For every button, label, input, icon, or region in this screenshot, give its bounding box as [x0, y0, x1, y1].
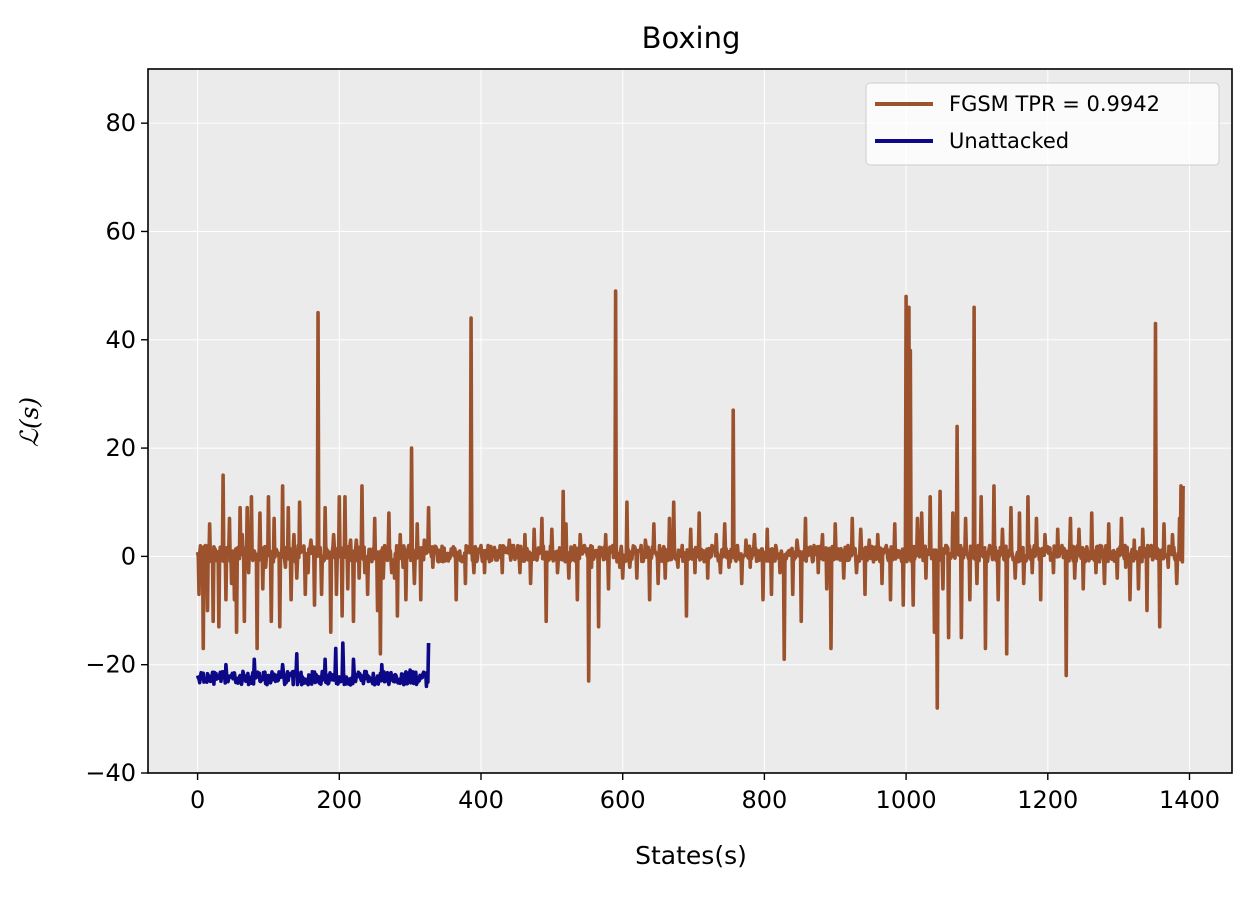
plot-frame — [147, 68, 1233, 774]
series-line-2 — [195, 641, 431, 689]
x-tick-label: 1400 — [1159, 786, 1220, 814]
legend-label-2: Unattacked — [949, 129, 1069, 153]
x-tick-label: 600 — [600, 786, 646, 814]
legend-box — [865, 82, 1220, 166]
x-tick-label: 800 — [741, 786, 787, 814]
y-tick-label: 80 — [105, 109, 136, 137]
series-line-1 — [195, 289, 1185, 710]
y-tick-label: 0 — [121, 542, 136, 570]
y-tick-label: −20 — [85, 651, 136, 679]
legend-label-1: FGSM TPR = 0.9942 — [949, 92, 1160, 116]
y-tick-label: −40 — [85, 759, 136, 787]
chart-title: Boxing — [642, 21, 741, 55]
y-axis: −40 −20 0 20 40 60 80 — [85, 109, 148, 787]
y-tick-label: 20 — [105, 434, 136, 462]
plot-background — [148, 69, 1232, 773]
legend: FGSM TPR = 0.9942 Unattacked — [865, 82, 1220, 166]
y-tick-label: 40 — [105, 326, 136, 354]
x-axis-label: States(s) — [635, 841, 747, 870]
y-axis-label: ℒ(s) — [15, 397, 44, 447]
x-axis: 0 200 400 600 800 1000 1200 1400 — [190, 773, 1220, 814]
x-tick-label: 1000 — [876, 786, 937, 814]
y-tick-label: 60 — [105, 217, 136, 245]
series-layer — [195, 289, 1185, 710]
x-tick-label: 0 — [190, 786, 205, 814]
x-tick-label: 1200 — [1017, 786, 1078, 814]
x-tick-label: 400 — [458, 786, 504, 814]
x-tick-label: 200 — [316, 786, 362, 814]
